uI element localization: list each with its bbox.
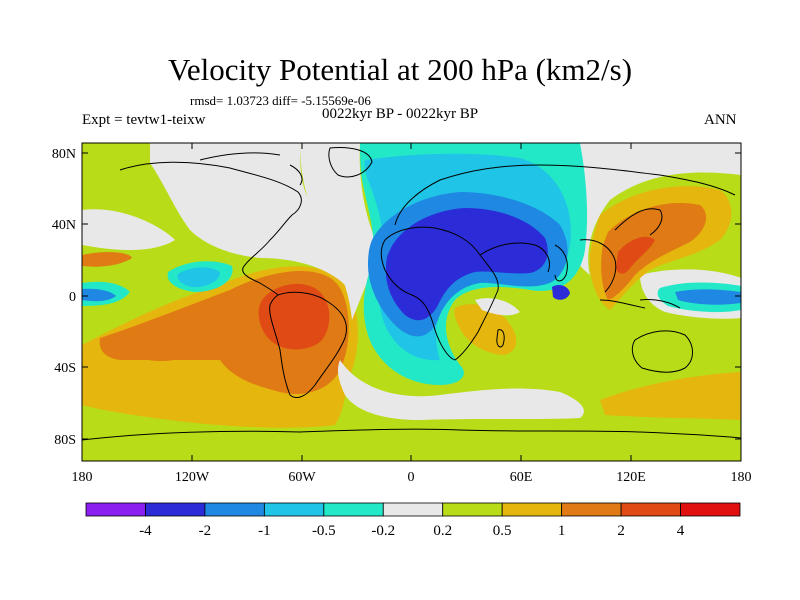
lon-tick-label: 180 (731, 470, 752, 485)
region-se-orange (600, 372, 741, 420)
colorbar-label: -0.5 (312, 523, 336, 539)
coast-antarctica (82, 428, 741, 441)
colorbar-swatch (680, 502, 741, 517)
lat-tick-label: 80N (52, 147, 76, 162)
colorbar-swatch (501, 502, 563, 517)
lon-tick-label: 0 (408, 470, 415, 485)
region-grey-south-atlantic (337, 360, 584, 420)
lon-tick-label: 60E (510, 470, 533, 485)
colorbar-swatch (323, 502, 384, 517)
coastlines (82, 147, 741, 441)
coast-greenland (328, 147, 373, 178)
colorbar-label: -2 (199, 523, 212, 539)
coast-africa (380, 226, 499, 361)
colorbar-swatch (620, 502, 681, 517)
colorbar-swatch (442, 502, 503, 517)
period-label: 0022kyr BP - 0022kyr BP (322, 106, 479, 122)
lat-tick-label: 40N (52, 218, 76, 233)
colorbar-swatch (263, 502, 325, 517)
region-pacific-west-blue (82, 288, 116, 302)
colorbar-label: 0.5 (493, 523, 512, 539)
contour-field (82, 143, 741, 461)
lat-tick-label: 40S (54, 361, 76, 376)
colorbar-swatch (85, 502, 146, 517)
region-grey-na-east (150, 143, 347, 285)
colorbar-label: 2 (617, 523, 625, 539)
colorbar-label: 1 (558, 523, 566, 539)
region-e-pacific-blue (675, 289, 741, 305)
region-grey-atlantic (300, 143, 380, 320)
region-pacific-small-orange (140, 347, 186, 362)
coast-eurasia (394, 164, 736, 293)
colorbar-swatch (145, 502, 206, 517)
colorbar-swatch (204, 502, 265, 517)
lon-tick-label: 60W (288, 470, 316, 485)
stats-line: rmsd= 1.03723 diff= -5.15569e-06 (190, 93, 371, 108)
coast-australia (631, 330, 693, 373)
colorbar-label: 4 (677, 523, 685, 539)
region-central-pacific-blue (177, 267, 220, 288)
region-grey-north-pacific (82, 209, 175, 250)
region-sw-indian-orange (454, 304, 517, 355)
colorbar-label: 0.2 (433, 523, 452, 539)
coast-south-america (269, 291, 347, 398)
colorbar-swatch (561, 502, 622, 517)
experiment-label: Expt = tevtw1-teixw (82, 112, 206, 128)
lon-tick-label: 120W (175, 470, 210, 485)
region-africa-darkblue (385, 208, 548, 321)
region-sa-red (258, 283, 330, 350)
region-asia-red (616, 236, 655, 274)
lon-tick-label: 180 (72, 470, 93, 485)
region-indian-darkblue (552, 285, 570, 300)
colorbar-swatch (382, 502, 444, 517)
chart-title: Velocity Potential at 200 hPa (km2/s) (167, 52, 633, 87)
axis-ticks (81, 143, 742, 461)
region-asia-darkorange (601, 203, 707, 300)
region-grey-north-indian (560, 143, 741, 275)
season-label: ANN (704, 112, 737, 128)
colorbar: -4 -2 -1 -0.5 -0.2 0.2 0.5 1 2 4 (85, 502, 741, 539)
coast-indonesia (599, 299, 681, 309)
colorbar-label: -1 (258, 523, 271, 539)
colorbar-label: -0.2 (371, 523, 395, 539)
colorbar-label: -4 (139, 523, 152, 539)
coast-madagascar (496, 329, 505, 348)
coast-north-america (119, 152, 303, 296)
region-pacific-small-orange2 (82, 252, 132, 267)
lon-tick-label: 120E (616, 470, 646, 485)
lat-tick-label: 0 (69, 290, 76, 305)
region-south-atlantic-grey (475, 298, 520, 316)
lat-tick-label: 80S (54, 433, 76, 448)
